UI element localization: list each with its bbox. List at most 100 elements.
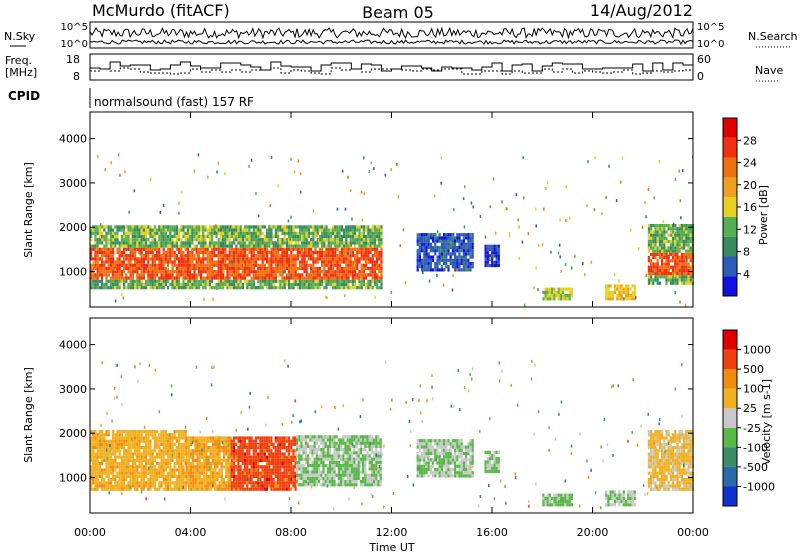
- heatmap-cell: [661, 240, 664, 244]
- noise-cell: [159, 211, 162, 214]
- heatmap-cell: [650, 230, 653, 234]
- heatmap-cell: [261, 487, 264, 491]
- heatmap-cell: [140, 250, 143, 255]
- heatmap-cell: [656, 224, 659, 228]
- heatmap-cell: [246, 244, 249, 248]
- heatmap-cell: [235, 254, 238, 258]
- heatmap-cell: [125, 263, 128, 267]
- heatmap-cell: [270, 238, 273, 242]
- heatmap-cell: [134, 270, 137, 274]
- heatmap-cell: [233, 263, 236, 267]
- heatmap-cell: [185, 462, 188, 466]
- heatmap-cell: [225, 471, 228, 475]
- heatmap-cell: [255, 238, 258, 242]
- heatmap-cell: [259, 286, 262, 290]
- heatmap-cell: [189, 263, 192, 267]
- heatmap-cell: [266, 231, 269, 235]
- heatmap-cell: [116, 273, 119, 277]
- heatmap-cell: [185, 446, 188, 450]
- heatmap-cell: [283, 250, 286, 255]
- heatmap-cell: [162, 282, 165, 287]
- heatmap-cell: [362, 244, 365, 248]
- heatmap-cell: [142, 471, 145, 475]
- heatmap-cell: [211, 478, 215, 482]
- heatmap-cell: [162, 241, 165, 245]
- heatmap-cell: [109, 247, 112, 251]
- heatmap-cell: [356, 228, 359, 232]
- heatmap-cell: [281, 257, 284, 261]
- heatmap-cell: [178, 286, 181, 290]
- heatmap-cell: [290, 266, 293, 271]
- heatmap-cell: [156, 263, 159, 267]
- heatmap-cell: [371, 247, 374, 251]
- heatmap-cell: [246, 279, 249, 283]
- heatmap-cell: [204, 266, 207, 271]
- heatmap-cell: [220, 436, 223, 440]
- heatmap-cell: [336, 282, 339, 287]
- heatmap-cell: [180, 452, 183, 456]
- heatmap-cell: [149, 250, 152, 255]
- heatmap-cell: [354, 228, 357, 232]
- heatmap-cell: [98, 471, 101, 475]
- heatmap-cell: [151, 234, 154, 239]
- heatmap-cell: [192, 487, 195, 491]
- heatmap-cell: [362, 257, 365, 261]
- noise-cell: [518, 256, 521, 260]
- heatmap-cell: [298, 483, 301, 487]
- heatmap-cell: [356, 286, 359, 290]
- heatmap-cell: [325, 234, 328, 239]
- heatmap-cell: [497, 254, 500, 258]
- heatmap-cell: [123, 455, 126, 459]
- heatmap-cell: [425, 245, 428, 250]
- heatmap-cell: [421, 249, 424, 253]
- heatmap-cell: [259, 279, 262, 283]
- heatmap-cell: [239, 260, 242, 264]
- heatmap-cell: [469, 255, 472, 259]
- heatmap-cell: [272, 244, 275, 248]
- heatmap-cell: [138, 433, 141, 437]
- heatmap-cell: [129, 478, 132, 482]
- heatmap-cell: [259, 273, 262, 277]
- heatmap-cell: [318, 234, 321, 239]
- heatmap-cell: [484, 257, 487, 261]
- heatmap-cell: [232, 478, 236, 482]
- heatmap-cell: [226, 234, 229, 239]
- heatmap-cell: [112, 430, 115, 434]
- heatmap-cell: [276, 468, 280, 472]
- heatmap-cell: [149, 442, 152, 446]
- heatmap-cell: [290, 487, 293, 491]
- heatmap-cell: [112, 257, 115, 261]
- heatmap-cell: [423, 249, 426, 253]
- heatmap-cell: [118, 260, 121, 264]
- heatmap-cell: [360, 238, 363, 242]
- heatmap-cell: [112, 478, 115, 482]
- heatmap-cell: [169, 484, 172, 488]
- heatmap-cell: [281, 260, 284, 264]
- heatmap-cell: [332, 266, 335, 271]
- heatmap-cell: [194, 465, 197, 469]
- heatmap-cell: [285, 455, 288, 459]
- heatmap-cell: [296, 448, 299, 452]
- heatmap-cell: [497, 247, 500, 252]
- heatmap-cell: [360, 234, 363, 239]
- heatmap-cell: [261, 465, 264, 469]
- noise-cell: [521, 240, 524, 244]
- heatmap-cell: [647, 233, 650, 237]
- heatmap-cell: [288, 270, 291, 274]
- heatmap-cell: [332, 241, 335, 245]
- heatmap-cell: [663, 236, 666, 240]
- heatmap-cell: [96, 436, 99, 440]
- heatmap-cell: [298, 473, 301, 477]
- heatmap-cell: [338, 260, 341, 264]
- heatmap-cell: [164, 282, 167, 287]
- noise-cell: [114, 299, 117, 303]
- heatmap-cell: [206, 260, 209, 264]
- heatmap-cell: [94, 439, 97, 443]
- heatmap-cell: [127, 471, 130, 475]
- heatmap-cell: [445, 258, 448, 262]
- noise-cell: [290, 157, 292, 161]
- noise-cell: [674, 177, 677, 181]
- heatmap-cell: [484, 260, 487, 264]
- heatmap-cell: [184, 247, 187, 251]
- heatmap-cell: [244, 279, 247, 283]
